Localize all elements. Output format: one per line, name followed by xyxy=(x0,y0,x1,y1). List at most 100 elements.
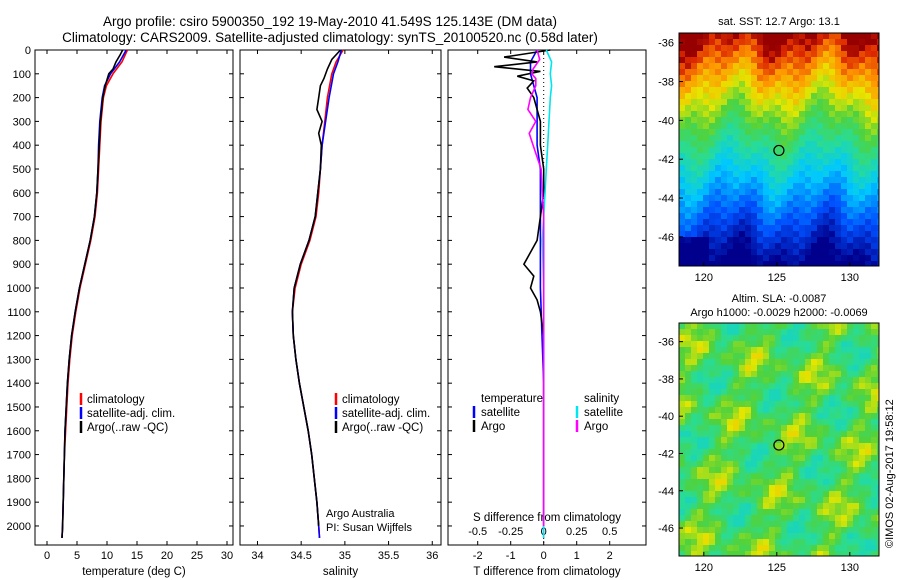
heatmap-cell xyxy=(769,419,776,426)
heatmap-cell xyxy=(781,545,788,552)
x-axis-label: T difference from climatology xyxy=(473,566,620,578)
heatmap-cell xyxy=(859,539,866,546)
heatmap-cell xyxy=(721,177,728,184)
heatmap-cell xyxy=(703,431,710,438)
heatmap-cell xyxy=(739,117,746,124)
heatmap-cell xyxy=(847,243,854,250)
heatmap-cell xyxy=(763,135,770,142)
heatmap-cell xyxy=(685,231,692,238)
heatmap-cell xyxy=(865,521,872,528)
heatmap-cell xyxy=(823,183,830,190)
heatmap-cell xyxy=(865,225,872,232)
heatmap-cell xyxy=(865,33,872,40)
heatmap-cell xyxy=(703,443,710,450)
xtick-label: 125 xyxy=(768,562,786,574)
heatmap-cell xyxy=(835,45,842,52)
heatmap-cell xyxy=(853,183,860,190)
heatmap-cell xyxy=(691,117,698,124)
heatmap-cell xyxy=(817,467,824,474)
heatmap-cell xyxy=(817,551,824,557)
heatmap-cell xyxy=(679,461,686,468)
heatmap-cell xyxy=(775,87,782,94)
heatmap-cell xyxy=(703,129,710,136)
heatmap-cell xyxy=(739,243,746,250)
heatmap-cell xyxy=(679,533,686,540)
axes-frame xyxy=(34,49,234,546)
heatmap-cell xyxy=(793,243,800,250)
heatmap-cell xyxy=(823,515,830,522)
heatmap-cell xyxy=(709,353,716,360)
heatmap-cell xyxy=(733,509,740,516)
heatmap-cell xyxy=(715,255,722,262)
heatmap-cell xyxy=(721,419,728,426)
heatmap-cell xyxy=(691,153,698,160)
heatmap-cell xyxy=(865,231,872,238)
heatmap-cell xyxy=(697,39,704,46)
heatmap-cell xyxy=(805,177,812,184)
legend-label: Argo(..raw -QC) xyxy=(87,422,168,434)
heatmap-cell xyxy=(739,377,746,384)
heatmap-cell xyxy=(799,189,806,196)
heatmap-cell xyxy=(847,527,854,534)
heatmap-cell xyxy=(829,419,836,426)
heatmap-cell xyxy=(727,63,734,70)
heatmap-cell xyxy=(721,383,728,390)
heatmap-cell xyxy=(841,255,848,262)
heatmap-cell xyxy=(841,39,848,46)
heatmap-cell xyxy=(835,195,842,202)
heatmap-cell xyxy=(775,249,782,256)
heatmap-cell xyxy=(769,335,776,342)
heatmap-cell xyxy=(757,111,764,118)
heatmap-cell xyxy=(829,147,836,154)
heatmap-cell xyxy=(733,491,740,498)
heatmap-cell xyxy=(793,225,800,232)
heatmap-cell xyxy=(697,147,704,154)
heatmap-cell xyxy=(811,389,818,396)
heatmap-cell xyxy=(799,503,806,510)
heatmap-cell xyxy=(745,225,752,232)
heatmap-cell xyxy=(799,87,806,94)
heatmap-cell xyxy=(727,509,734,516)
heatmap-cell xyxy=(811,437,818,444)
heatmap-cell xyxy=(739,539,746,546)
heatmap-cell xyxy=(715,99,722,106)
heatmap-cell xyxy=(769,401,776,408)
heatmap-cell xyxy=(865,63,872,70)
heatmap-cell xyxy=(877,341,880,348)
heatmap-cell xyxy=(781,539,788,546)
heatmap-cell xyxy=(853,407,860,414)
heatmap-cell xyxy=(697,479,704,486)
heatmap-cell xyxy=(733,81,740,88)
heatmap-cell xyxy=(811,219,818,226)
heatmap-cell xyxy=(769,237,776,244)
heatmap-cell xyxy=(853,201,860,208)
heatmap-cell xyxy=(817,225,824,232)
heatmap-cell xyxy=(679,159,686,166)
heatmap-cell xyxy=(835,359,842,366)
heatmap-cell xyxy=(733,449,740,456)
heatmap-cell xyxy=(799,123,806,130)
heatmap-cell xyxy=(757,225,764,232)
heatmap-cell xyxy=(769,395,776,402)
xtick-label: 35 xyxy=(339,550,351,562)
xtick-label: 25 xyxy=(191,550,203,562)
heatmap-cell xyxy=(865,45,872,52)
heatmap-cell xyxy=(679,323,686,330)
heatmap-cell xyxy=(811,201,818,208)
heatmap-cell xyxy=(877,455,880,462)
legend-heading: temperature xyxy=(481,393,543,405)
heatmap-cell xyxy=(799,323,806,330)
heatmap-cell xyxy=(853,515,860,522)
heatmap-cell xyxy=(733,551,740,557)
heatmap-cell xyxy=(847,87,854,94)
heatmap-cell xyxy=(697,353,704,360)
heatmap-cell xyxy=(697,141,704,148)
heatmap-cell xyxy=(727,353,734,360)
heatmap-cell xyxy=(781,111,788,118)
heatmap-cell xyxy=(745,111,752,118)
heatmap-cell xyxy=(787,75,794,82)
heatmap-cell xyxy=(709,147,716,154)
heatmap-cell xyxy=(685,195,692,202)
heatmap-cell xyxy=(835,503,842,510)
heatmap-cell xyxy=(781,189,788,196)
